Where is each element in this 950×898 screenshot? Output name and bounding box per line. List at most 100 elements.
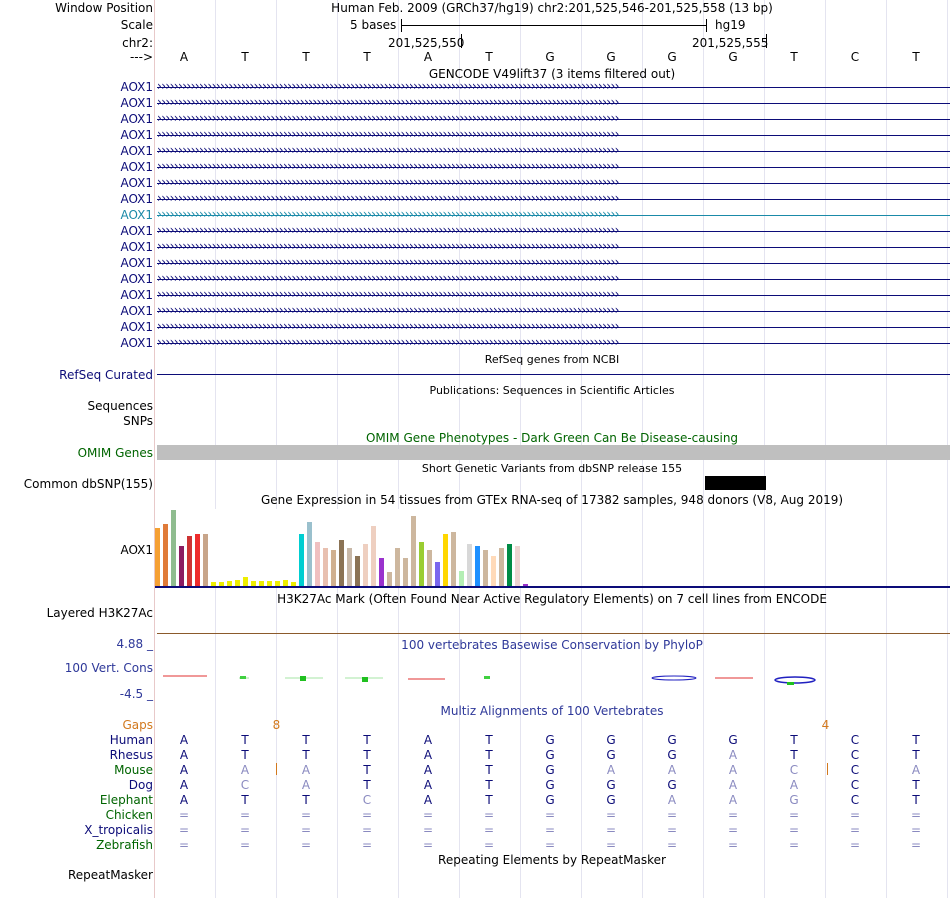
gtex-tissue-bar[interactable] [227,581,232,586]
gtex-tissue-bar[interactable] [211,582,216,586]
gencode-transcript-line[interactable] [157,199,950,200]
refseq-track-label[interactable]: RefSeq Curated [59,368,153,382]
gtex-tissue-bar[interactable] [299,534,304,586]
gtex-tissue-bar[interactable] [515,546,520,586]
gtex-tissue-bar[interactable] [403,558,408,586]
gencode-transcript-line[interactable] [157,311,950,312]
gencode-transcript-line[interactable] [157,231,950,232]
repeatmasker-track-label[interactable]: RepeatMasker [67,868,153,882]
gencode-item-label[interactable]: AOX1 [120,128,153,142]
species-label[interactable]: Elephant [99,793,153,807]
gtex-tissue-bar[interactable] [363,544,368,586]
gtex-tissue-bar[interactable] [467,544,472,586]
gencode-transcript-line[interactable] [157,87,950,88]
h3k27ac-track-title[interactable]: H3K27Ac Mark (Often Found Near Active Re… [277,592,827,606]
gtex-tissue-bar[interactable] [499,548,504,586]
gencode-item-label[interactable]: AOX1 [120,192,153,206]
species-label[interactable]: X_tropicalis [84,823,153,837]
gtex-tissue-bar[interactable] [155,528,160,586]
gtex-tissue-bar[interactable] [459,571,464,586]
gtex-tissue-bar[interactable] [275,581,280,586]
omim-gene-bar[interactable] [157,445,950,460]
scale-label[interactable]: Scale [120,18,153,32]
gencode-item-label[interactable]: AOX1 [120,336,153,350]
window-position-label[interactable]: Window Position [55,1,153,15]
gencode-transcript-line[interactable] [157,151,950,152]
gtex-tissue-bar[interactable] [339,540,344,586]
gtex-tissue-bar[interactable] [219,582,224,586]
gencode-item-label[interactable]: AOX1 [120,288,153,302]
gtex-tissue-bar[interactable] [411,516,416,586]
gtex-tissue-bar[interactable] [267,581,272,586]
gencode-transcript-line[interactable] [157,119,950,120]
gtex-tissue-bar[interactable] [243,577,248,586]
gencode-item-label[interactable]: AOX1 [120,224,153,238]
gencode-transcript-line[interactable] [157,263,950,264]
gtex-tissue-bar[interactable] [187,536,192,586]
gtex-tissue-bar[interactable] [395,548,400,586]
species-label[interactable]: Human [109,733,153,747]
gencode-transcript-line[interactable] [157,103,950,104]
gencode-track-title[interactable]: GENCODE V49lift37 (3 items filtered out) [428,67,676,81]
publications-label-sequences[interactable]: Sequences [87,399,153,413]
species-label[interactable]: Dog [128,778,153,792]
gtex-tissue-bar[interactable] [507,544,512,586]
strand-label[interactable]: ---> [129,50,153,64]
gencode-transcript-line[interactable] [157,215,950,216]
publications-label-snps[interactable]: SNPs [123,414,153,428]
gencode-transcript-line[interactable] [157,343,950,344]
gaps-label[interactable]: Gaps [122,718,153,732]
gtex-tissue-bar[interactable] [171,510,176,586]
gtex-tissue-bar[interactable] [451,532,456,586]
gtex-tissue-bar[interactable] [291,582,296,586]
species-label[interactable]: Chicken [105,808,153,822]
gtex-tissue-bar[interactable] [523,584,528,586]
gtex-tissue-bar[interactable] [483,550,488,586]
gtex-track-label[interactable]: AOX1 [120,543,153,557]
gtex-tissue-bar[interactable] [475,546,480,586]
gencode-item-label[interactable]: AOX1 [120,160,153,174]
gencode-item-label[interactable]: AOX1 [120,240,153,254]
gtex-tissue-bar[interactable] [347,548,352,586]
gtex-track-title[interactable]: Gene Expression in 54 tissues from GTEx … [260,493,844,507]
gencode-item-label[interactable]: AOX1 [120,304,153,318]
gencode-transcript-line[interactable] [157,279,950,280]
gencode-transcript-line[interactable] [157,135,950,136]
gencode-item-label[interactable]: AOX1 [120,176,153,190]
repeatmasker-track-title[interactable]: Repeating Elements by RepeatMasker [438,853,666,867]
h3k27ac-track-label[interactable]: Layered H3K27Ac [46,606,153,620]
refseq-track-title[interactable]: RefSeq genes from NCBI [484,353,620,366]
gencode-transcript-line[interactable] [157,327,950,328]
gtex-tissue-bar[interactable] [163,524,168,586]
publications-track-title[interactable]: Publications: Sequences in Scientific Ar… [429,384,675,397]
gtex-tissue-bar[interactable] [259,581,264,586]
gtex-tissue-bar[interactable] [331,550,336,586]
gtex-tissue-bar[interactable] [371,526,376,586]
gtex-tissue-bar[interactable] [235,580,240,586]
gtex-tissue-bar[interactable] [203,534,208,586]
gencode-item-label[interactable]: AOX1 [120,320,153,334]
gencode-transcript-line[interactable] [157,247,950,248]
gtex-tissue-bar[interactable] [323,548,328,586]
dbsnp-track-label[interactable]: Common dbSNP(155) [23,477,153,491]
gencode-transcript-line[interactable] [157,295,950,296]
gtex-tissue-bar[interactable] [315,542,320,586]
gtex-tissue-bar[interactable] [195,534,200,586]
gencode-item-label[interactable]: AOX1 [120,256,153,270]
gencode-item-label[interactable]: AOX1 [120,112,153,126]
multiz-track-title[interactable]: Multiz Alignments of 100 Vertebrates [440,704,664,718]
chrom-label[interactable]: chr2: [122,36,153,50]
gtex-tissue-bar[interactable] [355,556,360,586]
h3k27ac-signal-line[interactable] [157,633,950,634]
gtex-tissue-bar[interactable] [307,522,312,586]
gtex-tissue-bar[interactable] [419,542,424,586]
species-label[interactable]: Zebrafish [96,838,153,852]
dbsnp-track-title[interactable]: Short Genetic Variants from dbSNP releas… [421,462,683,475]
conservation-track-label[interactable]: 100 Vert. Cons [64,661,153,675]
gtex-tissue-bar[interactable] [179,546,184,586]
species-label[interactable]: Mouse [114,763,153,777]
species-label[interactable]: Rhesus [109,748,153,762]
gencode-item-label[interactable]: AOX1 [120,272,153,286]
gtex-tissue-bar[interactable] [379,558,384,586]
